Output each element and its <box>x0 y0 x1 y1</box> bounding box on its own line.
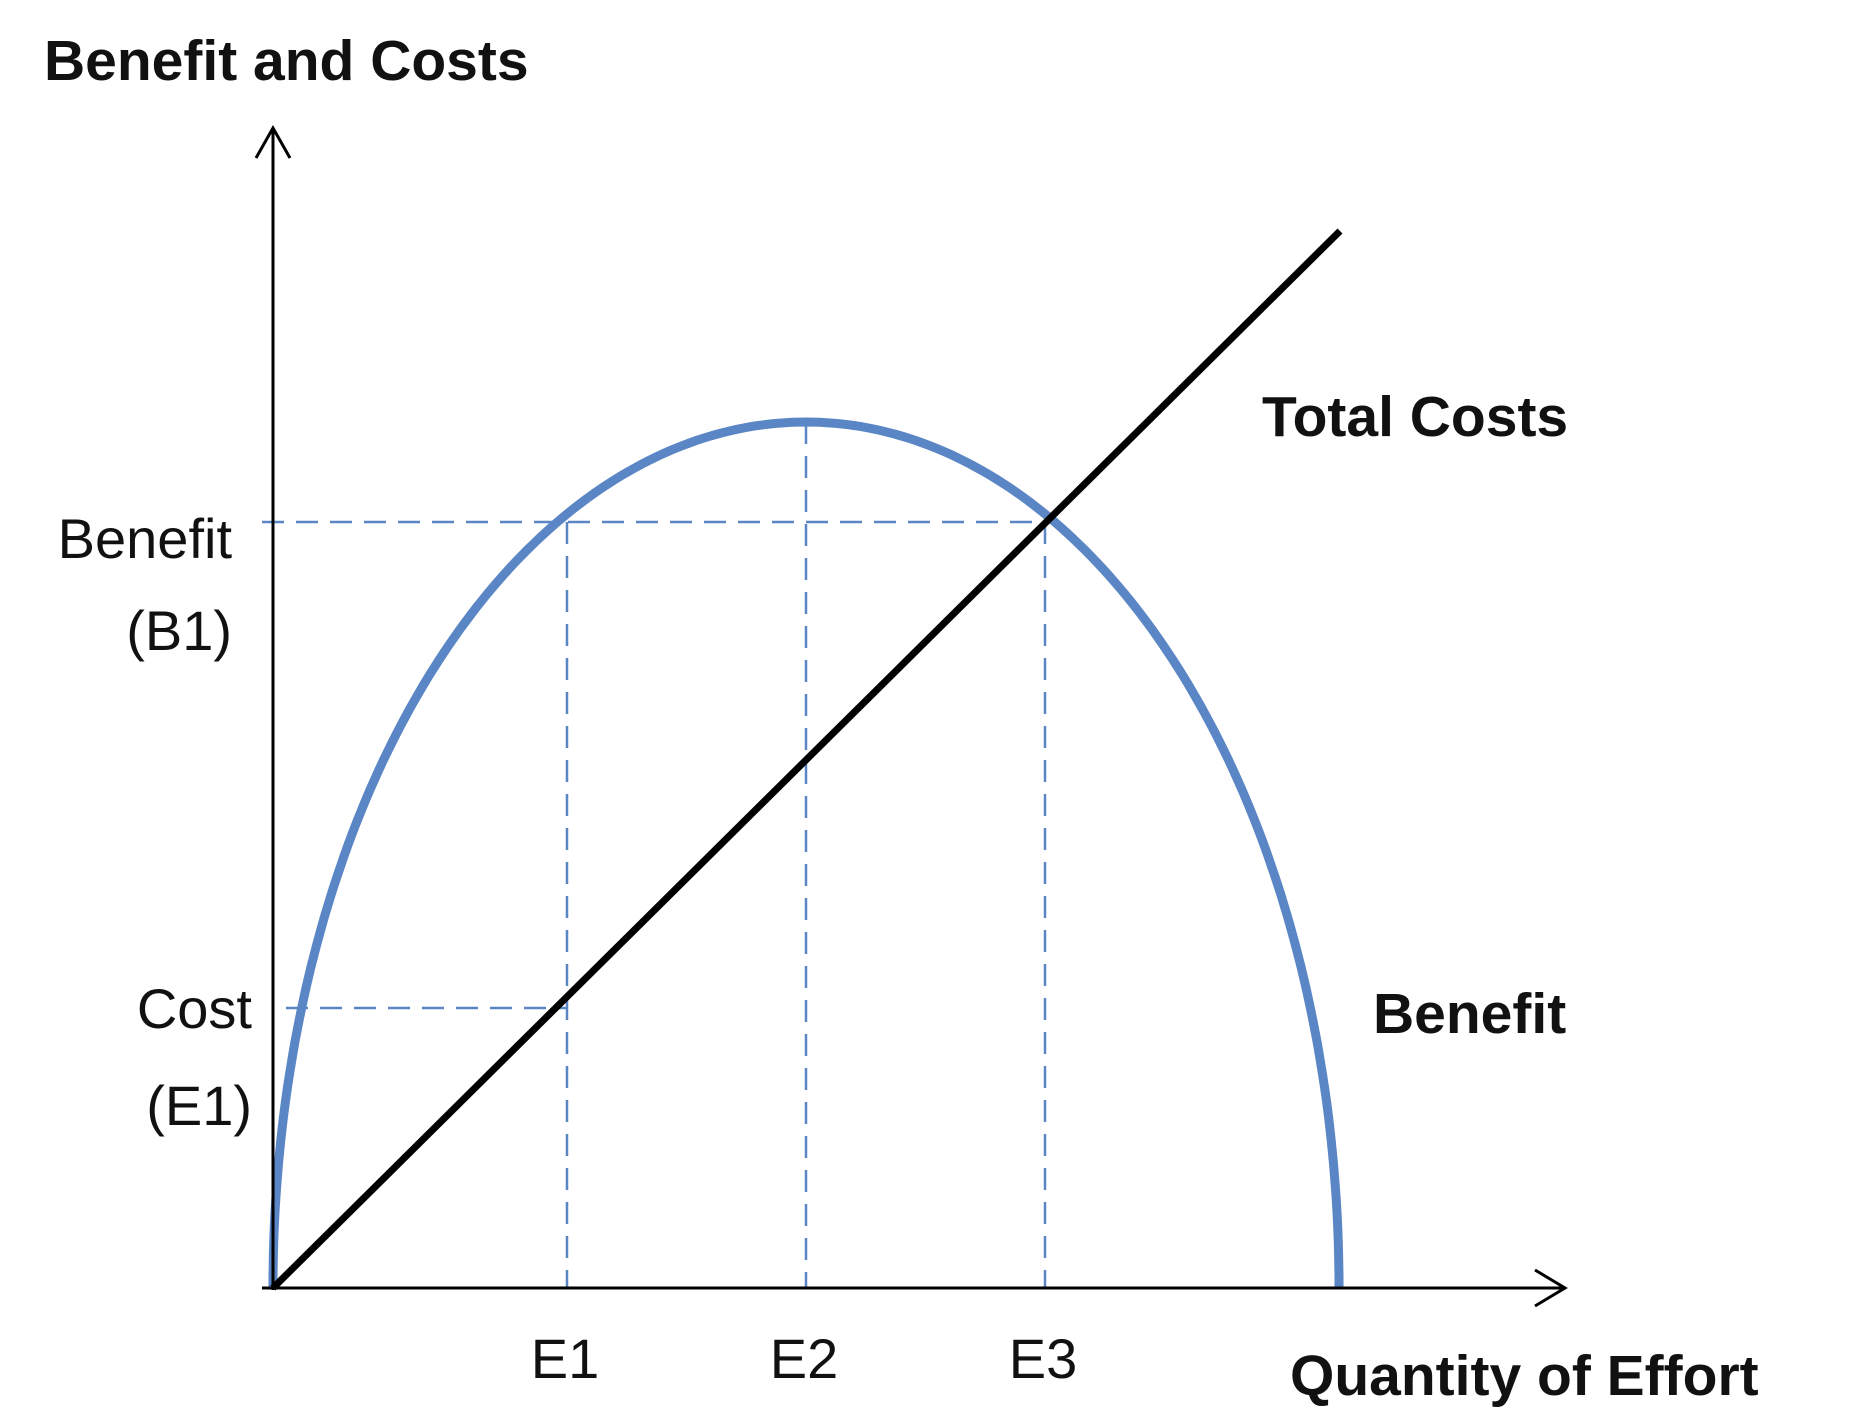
total-costs-line <box>270 228 1343 1291</box>
benefit-curve-label: Benefit <box>1373 982 1566 1046</box>
benefit-b1-label-line2: (B1) <box>126 599 232 662</box>
cost-e1-label-line1: Cost <box>137 977 253 1040</box>
x-marker-e2: E2 <box>770 1327 839 1390</box>
benefit-b1-label-line1: Benefit <box>58 507 233 570</box>
x-marker-e1: E1 <box>531 1327 600 1390</box>
cost-e1-label-line2: (E1) <box>146 1074 252 1137</box>
axes <box>254 124 1568 1308</box>
benefit-curve <box>268 417 1344 1288</box>
total-costs-label: Total Costs <box>1262 385 1568 449</box>
guide-lines <box>262 422 1047 1288</box>
x-axis-label: Quantity of Effort <box>1290 1344 1759 1408</box>
chart-title: Benefit and Costs <box>44 29 529 93</box>
x-axis-arrow-icon <box>1534 1268 1568 1308</box>
y-axis-arrow-icon <box>254 124 292 159</box>
x-marker-e3: E3 <box>1009 1327 1078 1390</box>
